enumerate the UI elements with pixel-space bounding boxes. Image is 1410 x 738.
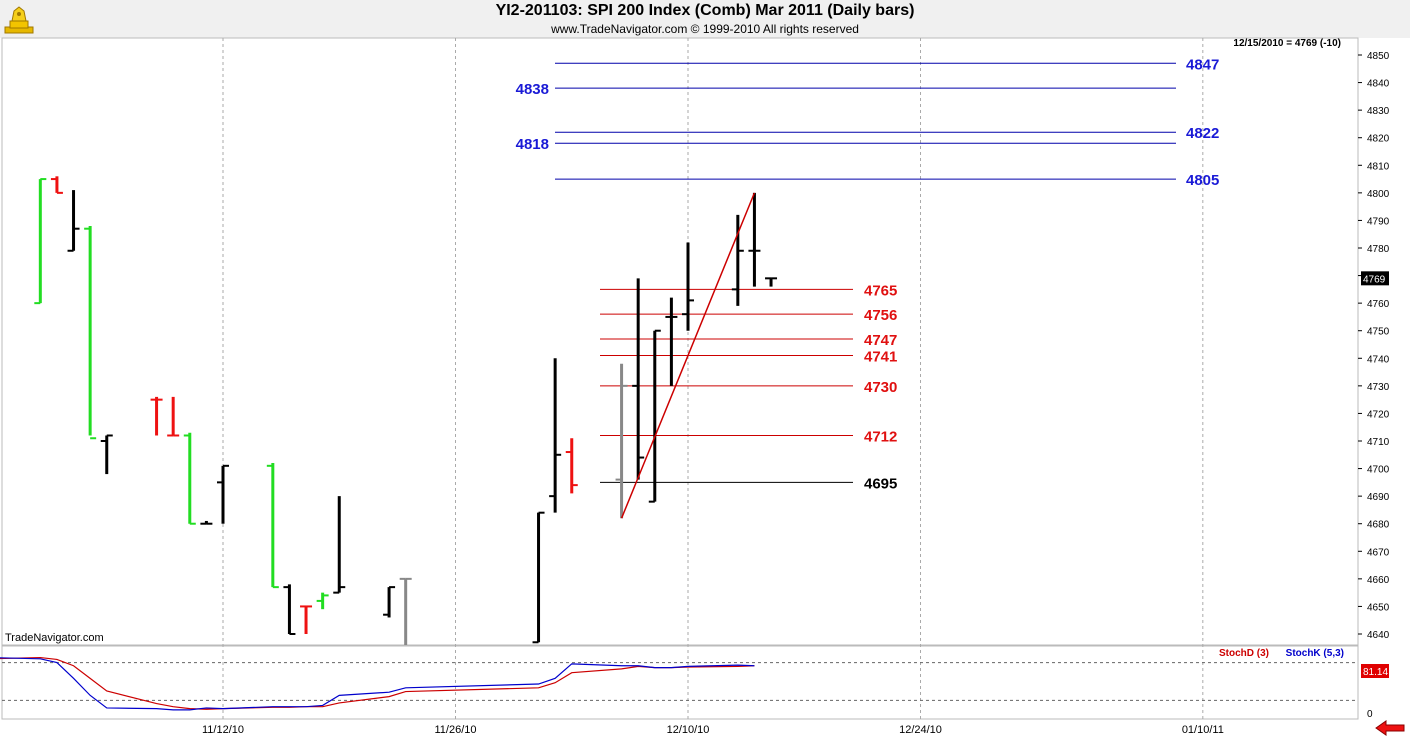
trend-line — [620, 192, 756, 519]
scroll-left-arrow-icon[interactable] — [1374, 720, 1406, 736]
support-label: 4741 — [864, 349, 897, 366]
y-tick-label: 4650 — [1367, 602, 1390, 613]
stoch-y-tick-label: 0 — [1367, 709, 1373, 720]
x-tick-label: 11/26/10 — [434, 724, 476, 736]
grid-lines — [1, 37, 1359, 720]
x-tick-label: 12/24/10 — [899, 724, 942, 736]
chart-subtitle: www.TradeNavigator.com © 1999-2010 All r… — [551, 22, 859, 36]
stochastic-panel: 81.14 0 — [0, 656, 1389, 720]
y-tick-label: 4760 — [1367, 299, 1390, 310]
x-tick-label: 11/12/10 — [202, 724, 244, 736]
x-tick-label: 12/10/10 — [667, 724, 710, 736]
support-label: 4695 — [864, 475, 897, 492]
stoch-d-label: StochD (3) — [1219, 648, 1269, 659]
chart-header: YI2-201103: SPI 200 Index (Comb) Mar 201… — [0, 0, 1410, 38]
y-tick-label: 4810 — [1367, 161, 1390, 172]
last-price-tag-label: 4769 — [1363, 274, 1386, 285]
y-tick-label: 4680 — [1367, 520, 1390, 531]
support-label: 4730 — [864, 379, 897, 396]
y-tick-label: 4700 — [1367, 465, 1390, 476]
support-label: 4712 — [864, 428, 897, 445]
date-axis: 11/12/10 11/26/10 12/10/10 12/24/10 01/10/11 — [202, 724, 1224, 736]
support-label: 4747 — [864, 332, 897, 349]
y-tick-label: 4850 — [1367, 51, 1390, 62]
y-tick-label: 4640 — [1367, 630, 1390, 641]
y-tick-label: 4800 — [1367, 189, 1390, 200]
resistance-label: 4805 — [1186, 172, 1219, 189]
y-tick-label: 4740 — [1367, 354, 1390, 365]
y-tick-label: 4750 — [1367, 327, 1390, 338]
y-tick-label: 4790 — [1367, 216, 1390, 227]
y-tick-label: 4670 — [1367, 547, 1390, 558]
last-price-tag — [1361, 271, 1389, 286]
stoch-panel-border — [1, 645, 1359, 720]
stoch-d-line — [0, 656, 755, 710]
stoch-k-label: StochK (5,3) — [1286, 648, 1344, 659]
support-label: 4765 — [864, 282, 897, 299]
y-tick-label: 4780 — [1367, 244, 1390, 255]
x-tick-label: 01/10/11 — [1182, 724, 1224, 736]
support-label: 4756 — [864, 307, 897, 324]
y-tick-label: 4840 — [1367, 79, 1390, 90]
trend-line-group — [620, 192, 756, 519]
chart-title: YI2-201103: SPI 200 Index (Comb) Mar 201… — [495, 2, 915, 19]
stoch-last-value-tag — [1361, 664, 1389, 678]
resistance-label: 4818 — [516, 136, 549, 153]
y-tick-label: 4660 — [1367, 575, 1390, 586]
resistance-label: 4847 — [1186, 56, 1219, 73]
price-axis: 4640 4650 4660 4670 4680 4690 4700 4710 4720 4730… — [1358, 51, 1390, 641]
price-panel-border — [1, 37, 1359, 646]
bull-trophy-icon — [4, 6, 34, 34]
ohlc-bars — [34, 176, 778, 646]
y-tick-label: 4690 — [1367, 492, 1390, 503]
y-tick-label: 4720 — [1367, 409, 1390, 420]
stoch-k-line — [0, 657, 755, 711]
y-tick-label: 4830 — [1367, 106, 1390, 117]
resistance-label: 4822 — [1186, 125, 1219, 142]
resistance-label: 4838 — [516, 81, 549, 98]
watermark: TradeNavigator.com — [5, 632, 104, 644]
y-tick-label: 4710 — [1367, 437, 1390, 448]
y-tick-label: 4820 — [1367, 134, 1390, 145]
stoch-last-value: 81.14 — [1363, 667, 1388, 678]
last-price-info: 12/15/2010 = 4769 (-10) — [1233, 38, 1341, 49]
y-tick-label: 4730 — [1367, 382, 1390, 393]
